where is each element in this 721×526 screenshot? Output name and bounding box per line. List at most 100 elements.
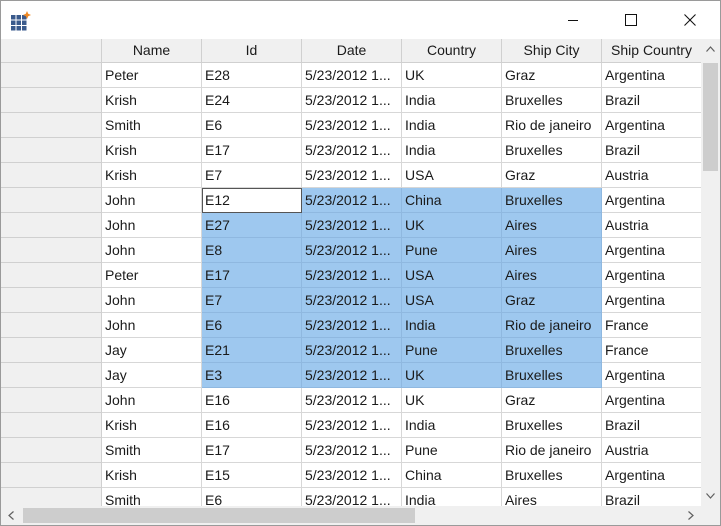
cell-country[interactable]: Pune bbox=[402, 338, 502, 363]
cell-ship-country[interactable]: Brazil bbox=[602, 138, 701, 163]
corner-header[interactable] bbox=[1, 39, 102, 63]
cell-id[interactable]: E15 bbox=[202, 463, 302, 488]
table-row[interactable]: Krish E16 5/23/2012 1... India Bruxelles Braz… bbox=[1, 413, 701, 438]
table-row[interactable]: Smith E17 5/23/2012 1... Pune Rio de janeiro… bbox=[1, 438, 701, 463]
cell-country[interactable]: China bbox=[402, 188, 502, 213]
cell-id[interactable]: E6 bbox=[202, 113, 302, 138]
cell-id[interactable]: E21 bbox=[202, 338, 302, 363]
column-header-ship-city[interactable]: Ship City bbox=[502, 39, 602, 63]
row-header[interactable] bbox=[1, 63, 102, 88]
cell-country[interactable]: USA bbox=[402, 163, 502, 188]
cell-date[interactable]: 5/23/2012 1... bbox=[302, 438, 402, 463]
table-row[interactable]: Peter E28 5/23/2012 1... UK Graz Argentina bbox=[1, 63, 701, 88]
scroll-right-button[interactable] bbox=[681, 506, 701, 525]
cell-name[interactable]: Smith bbox=[102, 488, 202, 506]
cell-ship-city[interactable]: Graz bbox=[502, 63, 602, 88]
horizontal-scroll-thumb[interactable] bbox=[23, 508, 415, 523]
table-row[interactable]: Jay E21 5/23/2012 1... Pune Bruxelles France bbox=[1, 338, 701, 363]
cell-ship-country[interactable]: Argentina bbox=[602, 188, 701, 213]
cell-ship-city[interactable]: Rio de janeiro bbox=[502, 113, 602, 138]
cell-date[interactable]: 5/23/2012 1... bbox=[302, 288, 402, 313]
cell-country[interactable]: UK bbox=[402, 63, 502, 88]
cell-name[interactable]: Smith bbox=[102, 113, 202, 138]
minimize-button[interactable] bbox=[544, 1, 602, 39]
row-header[interactable] bbox=[1, 188, 102, 213]
cell-date[interactable]: 5/23/2012 1... bbox=[302, 163, 402, 188]
row-header[interactable] bbox=[1, 138, 102, 163]
table-row[interactable]: Jay E3 5/23/2012 1... UK Bruxelles Argentina bbox=[1, 363, 701, 388]
cell-ship-country[interactable]: Austria bbox=[602, 213, 701, 238]
cell-ship-country[interactable]: France bbox=[602, 338, 701, 363]
cell-country[interactable]: India bbox=[402, 313, 502, 338]
cell-name[interactable]: John bbox=[102, 188, 202, 213]
cell-ship-city[interactable]: Rio de janeiro bbox=[502, 438, 602, 463]
row-header[interactable] bbox=[1, 238, 102, 263]
cell-country[interactable]: UK bbox=[402, 213, 502, 238]
cell-ship-city[interactable]: Graz bbox=[502, 388, 602, 413]
cell-ship-city[interactable]: Bruxelles bbox=[502, 338, 602, 363]
cell-ship-city[interactable]: Bruxelles bbox=[502, 413, 602, 438]
cell-id[interactable]: E17 bbox=[202, 138, 302, 163]
cell-ship-city[interactable]: Bruxelles bbox=[502, 88, 602, 113]
table-row[interactable]: Krish E7 5/23/2012 1... USA Graz Austria bbox=[1, 163, 701, 188]
maximize-button[interactable] bbox=[602, 1, 660, 39]
cell-ship-country[interactable]: Argentina bbox=[602, 363, 701, 388]
cell-id[interactable]: E24 bbox=[202, 88, 302, 113]
cell-id[interactable]: E6 bbox=[202, 488, 302, 506]
cell-ship-country[interactable]: Argentina bbox=[602, 288, 701, 313]
row-header[interactable] bbox=[1, 313, 102, 338]
column-header-id[interactable]: Id bbox=[202, 39, 302, 63]
cell-id[interactable]: E7 bbox=[202, 163, 302, 188]
column-header-country[interactable]: Country bbox=[402, 39, 502, 63]
cell-id[interactable]: E8 bbox=[202, 238, 302, 263]
row-header[interactable] bbox=[1, 438, 102, 463]
cell-name[interactable]: Krish bbox=[102, 413, 202, 438]
column-header-date[interactable]: Date bbox=[302, 39, 402, 63]
cell-name[interactable]: Jay bbox=[102, 338, 202, 363]
cell-id[interactable]: E16 bbox=[202, 388, 302, 413]
cell-date[interactable]: 5/23/2012 1... bbox=[302, 388, 402, 413]
table-row[interactable]: Krish E17 5/23/2012 1... India Bruxelles Braz… bbox=[1, 138, 701, 163]
row-header[interactable] bbox=[1, 113, 102, 138]
data-grid[interactable]: Name Id Date Country Ship City Ship Coun… bbox=[1, 39, 701, 506]
cell-name[interactable]: Peter bbox=[102, 63, 202, 88]
cell-date[interactable]: 5/23/2012 1... bbox=[302, 138, 402, 163]
cell-date[interactable]: 5/23/2012 1... bbox=[302, 363, 402, 388]
row-header[interactable] bbox=[1, 288, 102, 313]
scroll-down-button[interactable] bbox=[701, 486, 720, 506]
cell-ship-country[interactable]: Argentina bbox=[602, 263, 701, 288]
cell-name[interactable]: John bbox=[102, 288, 202, 313]
cell-date[interactable]: 5/23/2012 1... bbox=[302, 463, 402, 488]
table-row[interactable]: John E12 5/23/2012 1... China Bruxelles Argen… bbox=[1, 188, 701, 213]
cell-name[interactable]: Peter bbox=[102, 263, 202, 288]
cell-id[interactable]: E12 bbox=[202, 188, 302, 213]
row-header[interactable] bbox=[1, 263, 102, 288]
row-header[interactable] bbox=[1, 413, 102, 438]
table-row[interactable]: Krish E24 5/23/2012 1... India Bruxelles Braz… bbox=[1, 88, 701, 113]
table-row[interactable]: Krish E15 5/23/2012 1... China Bruxelles Arge… bbox=[1, 463, 701, 488]
cell-country[interactable]: UK bbox=[402, 363, 502, 388]
cell-country[interactable]: India bbox=[402, 88, 502, 113]
cell-ship-city[interactable]: Bruxelles bbox=[502, 188, 602, 213]
row-header[interactable] bbox=[1, 363, 102, 388]
cell-id[interactable]: E28 bbox=[202, 63, 302, 88]
cell-ship-country[interactable]: France bbox=[602, 313, 701, 338]
cell-country[interactable]: Pune bbox=[402, 238, 502, 263]
cell-id[interactable]: E27 bbox=[202, 213, 302, 238]
column-header-name[interactable]: Name bbox=[102, 39, 202, 63]
vertical-scrollbar[interactable] bbox=[701, 39, 720, 506]
cell-ship-city[interactable]: Bruxelles bbox=[502, 138, 602, 163]
cell-id[interactable]: E17 bbox=[202, 263, 302, 288]
cell-country[interactable]: India bbox=[402, 413, 502, 438]
cell-id[interactable]: E17 bbox=[202, 438, 302, 463]
cell-ship-country[interactable]: Argentina bbox=[602, 463, 701, 488]
row-header[interactable] bbox=[1, 463, 102, 488]
cell-ship-country[interactable]: Austria bbox=[602, 163, 701, 188]
cell-name[interactable]: John bbox=[102, 238, 202, 263]
cell-country[interactable]: Pune bbox=[402, 438, 502, 463]
cell-ship-city[interactable]: Bruxelles bbox=[502, 463, 602, 488]
cell-ship-city[interactable]: Aires bbox=[502, 263, 602, 288]
column-header-ship-country[interactable]: Ship Country bbox=[602, 39, 701, 63]
cell-ship-country[interactable]: Argentina bbox=[602, 238, 701, 263]
cell-date[interactable]: 5/23/2012 1... bbox=[302, 488, 402, 506]
